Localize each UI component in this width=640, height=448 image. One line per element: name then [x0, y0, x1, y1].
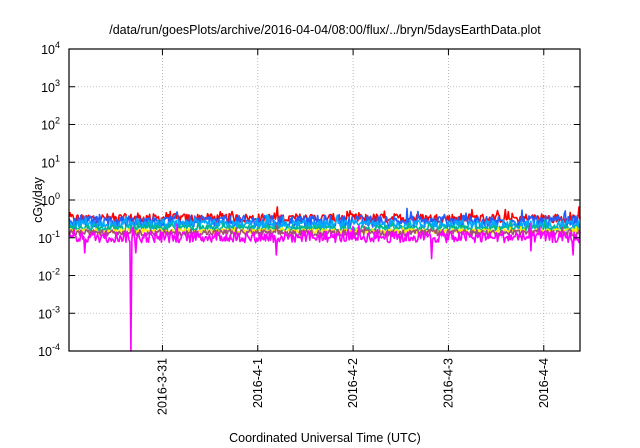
y-tick-label: 101 [41, 153, 60, 170]
y-tick-label: 104 [41, 40, 60, 57]
chart-title: /data/run/goesPlots/archive/2016-04-04/0… [109, 23, 541, 37]
series-line-magenta [68, 222, 581, 352]
x-tick-label: 2016-3-31 [155, 358, 169, 415]
series-line-light-blue [68, 214, 581, 233]
y-tick-label: 10-4 [38, 342, 60, 359]
x-tick-label: 2016-4-4 [537, 358, 551, 408]
series-line-purple-brown [68, 224, 581, 239]
y-tick-label: 103 [41, 78, 60, 95]
series-group [68, 206, 581, 352]
ticks: 104 103 102 101 100 10-1 10-2 10-3 10-4 2016-3-31… [38, 40, 580, 415]
x-tick-label: 2016-4-1 [251, 358, 265, 408]
x-tick-label: 2016-4-3 [441, 358, 455, 408]
y-tick-label: 102 [41, 116, 60, 133]
grid [69, 49, 580, 351]
y-tick-label: 10-2 [38, 267, 60, 284]
y-tick-label: 10-3 [38, 304, 60, 321]
y-tick-label: 10-1 [38, 229, 60, 246]
x-axis-label: Coordinated Universal Time (UTC) [229, 431, 421, 445]
x-tick-label: 2016-4-2 [346, 358, 360, 408]
y-axis-label: cGy/day [31, 176, 45, 223]
y-tick-label: 100 [41, 191, 60, 208]
